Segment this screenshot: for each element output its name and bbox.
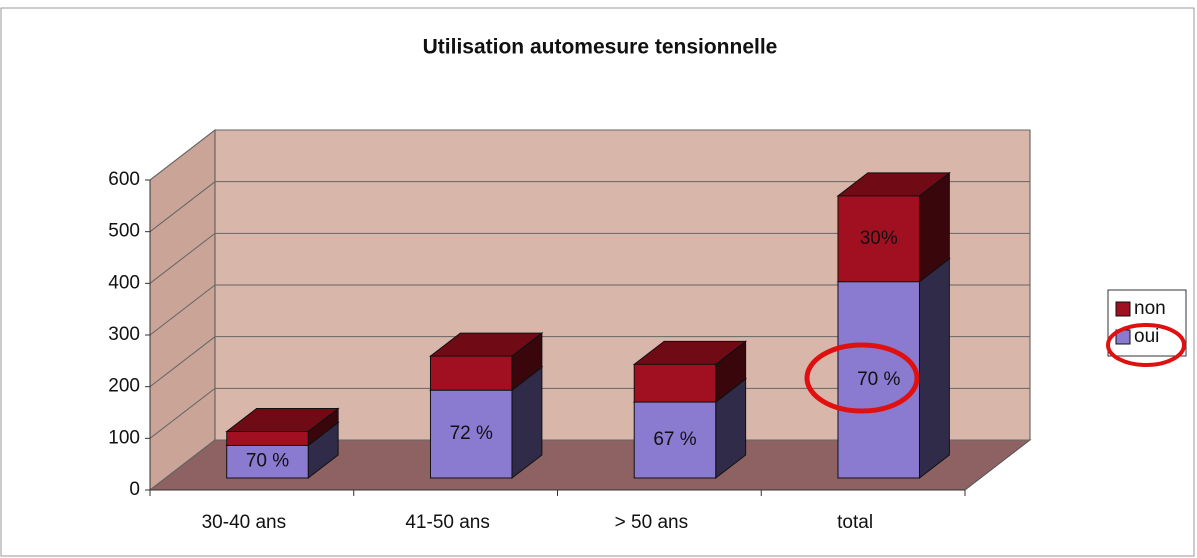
bar — [837, 195, 920, 283]
legend-box — [1107, 289, 1187, 357]
data-label: 70 % — [857, 369, 900, 390]
legend: non oui — [1115, 298, 1166, 347]
grid-line — [149, 387, 1030, 439]
grid-line — [149, 232, 1030, 284]
plot: 0 100 200 300 400 500 600 30-40 ans 70 % 41-50 an… — [108, 128, 1032, 533]
chart-title: Utilisation automesure tensionnelle — [423, 36, 778, 59]
x-tick-label: 30-40 ans — [202, 512, 287, 533]
x-tick-label: total — [837, 512, 873, 533]
y-tick-label: 100 — [108, 427, 140, 448]
y-tick-label: 400 — [108, 272, 140, 293]
bar — [226, 431, 309, 446]
y-tick-label: 600 — [108, 169, 140, 190]
x-tick-label: 41-50 ans — [405, 512, 490, 533]
y-tick-label: 300 — [108, 324, 140, 345]
y-tick-label: 200 — [108, 376, 140, 397]
grid-line — [149, 284, 1030, 336]
grid-line — [149, 439, 1030, 491]
legend-label: non — [1134, 298, 1166, 319]
bar — [226, 444, 309, 479]
legend-swatch — [1115, 301, 1131, 317]
bar — [837, 281, 920, 479]
grid-line — [149, 336, 1030, 388]
legend-label: oui — [1134, 326, 1159, 347]
data-label: 30% — [860, 228, 898, 249]
grid-line — [149, 129, 1030, 181]
bar — [633, 401, 717, 479]
highlight-circle — [1106, 323, 1186, 367]
y-tick-label: 0 — [129, 479, 140, 500]
highlight-circle — [804, 342, 920, 414]
bar — [633, 363, 717, 403]
y-tick-label: 500 — [108, 221, 140, 242]
data-label: 72 % — [450, 423, 493, 444]
grid-line — [149, 181, 1030, 233]
data-label: 67 % — [653, 429, 696, 450]
bar-side — [918, 257, 950, 480]
x-tick-label: > 50 ans — [615, 512, 688, 533]
data-label: 70 % — [246, 451, 289, 472]
bar — [429, 355, 513, 391]
